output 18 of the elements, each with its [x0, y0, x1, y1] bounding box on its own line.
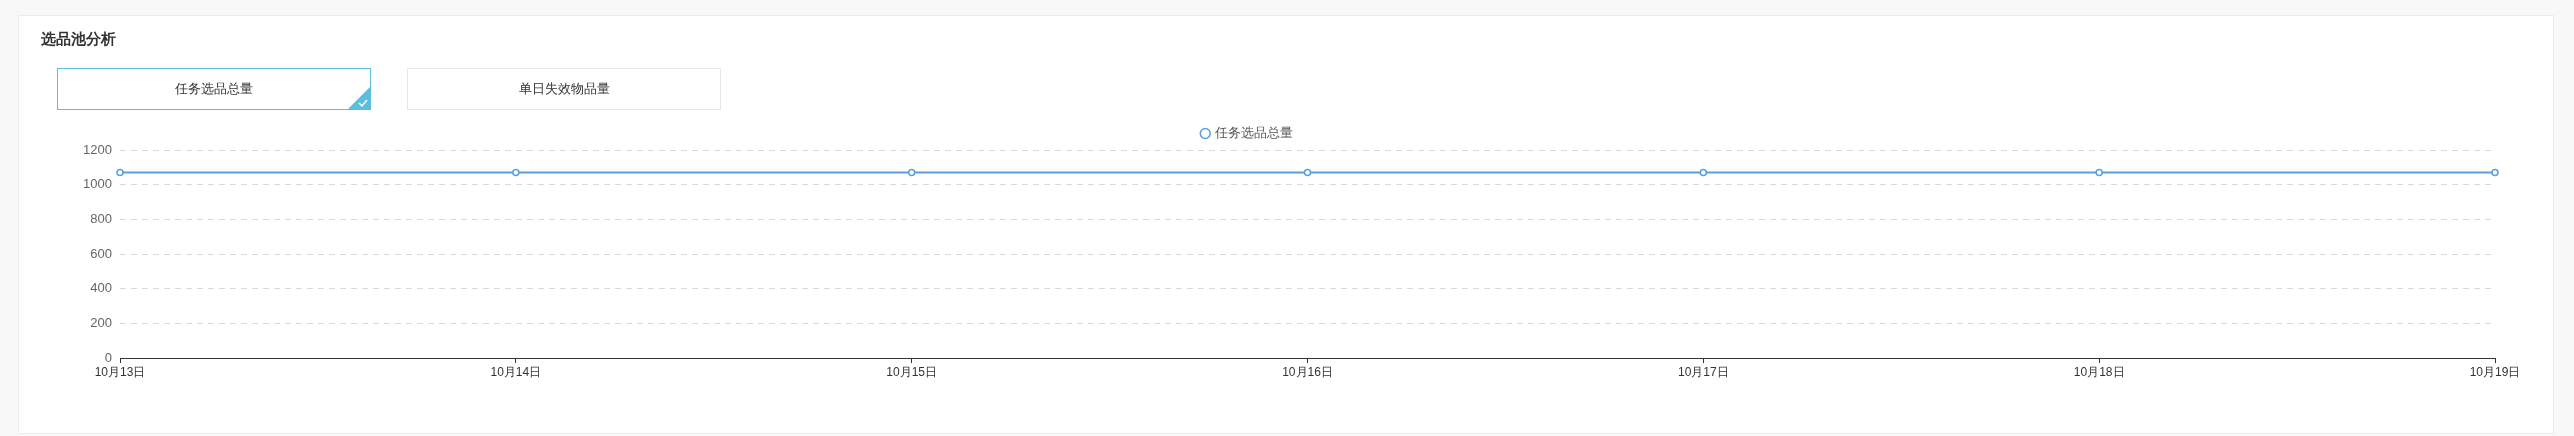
y-tick-label: 800: [90, 210, 112, 226]
x-tick-label: 10月15日: [886, 364, 938, 379]
chart-title: 选品池分析: [41, 29, 116, 49]
y-tick-label: 1000: [83, 176, 112, 192]
x-tick-label: 10月13日: [94, 364, 146, 379]
y-tick-label: 400: [90, 280, 112, 296]
tab-button[interactable]: 单日失效物品量: [407, 68, 721, 110]
x-tick-label: 10月17日: [1677, 364, 1729, 379]
x-tick-label: 10月19日: [2469, 364, 2521, 379]
x-tick-label: 10月18日: [2073, 364, 2125, 379]
x-tick-label: 10月14日: [490, 364, 542, 379]
x-tick-label: 10月16日: [1282, 364, 1333, 379]
tab-button[interactable]: 任务选品总量: [57, 68, 371, 110]
legend-label: 任务选品总量: [1214, 125, 1294, 141]
y-tick-label: 1200: [83, 141, 112, 157]
y-tick-label: 200: [90, 314, 112, 330]
y-tick-label: 600: [90, 245, 112, 261]
y-tick-label: 0: [104, 349, 112, 365]
